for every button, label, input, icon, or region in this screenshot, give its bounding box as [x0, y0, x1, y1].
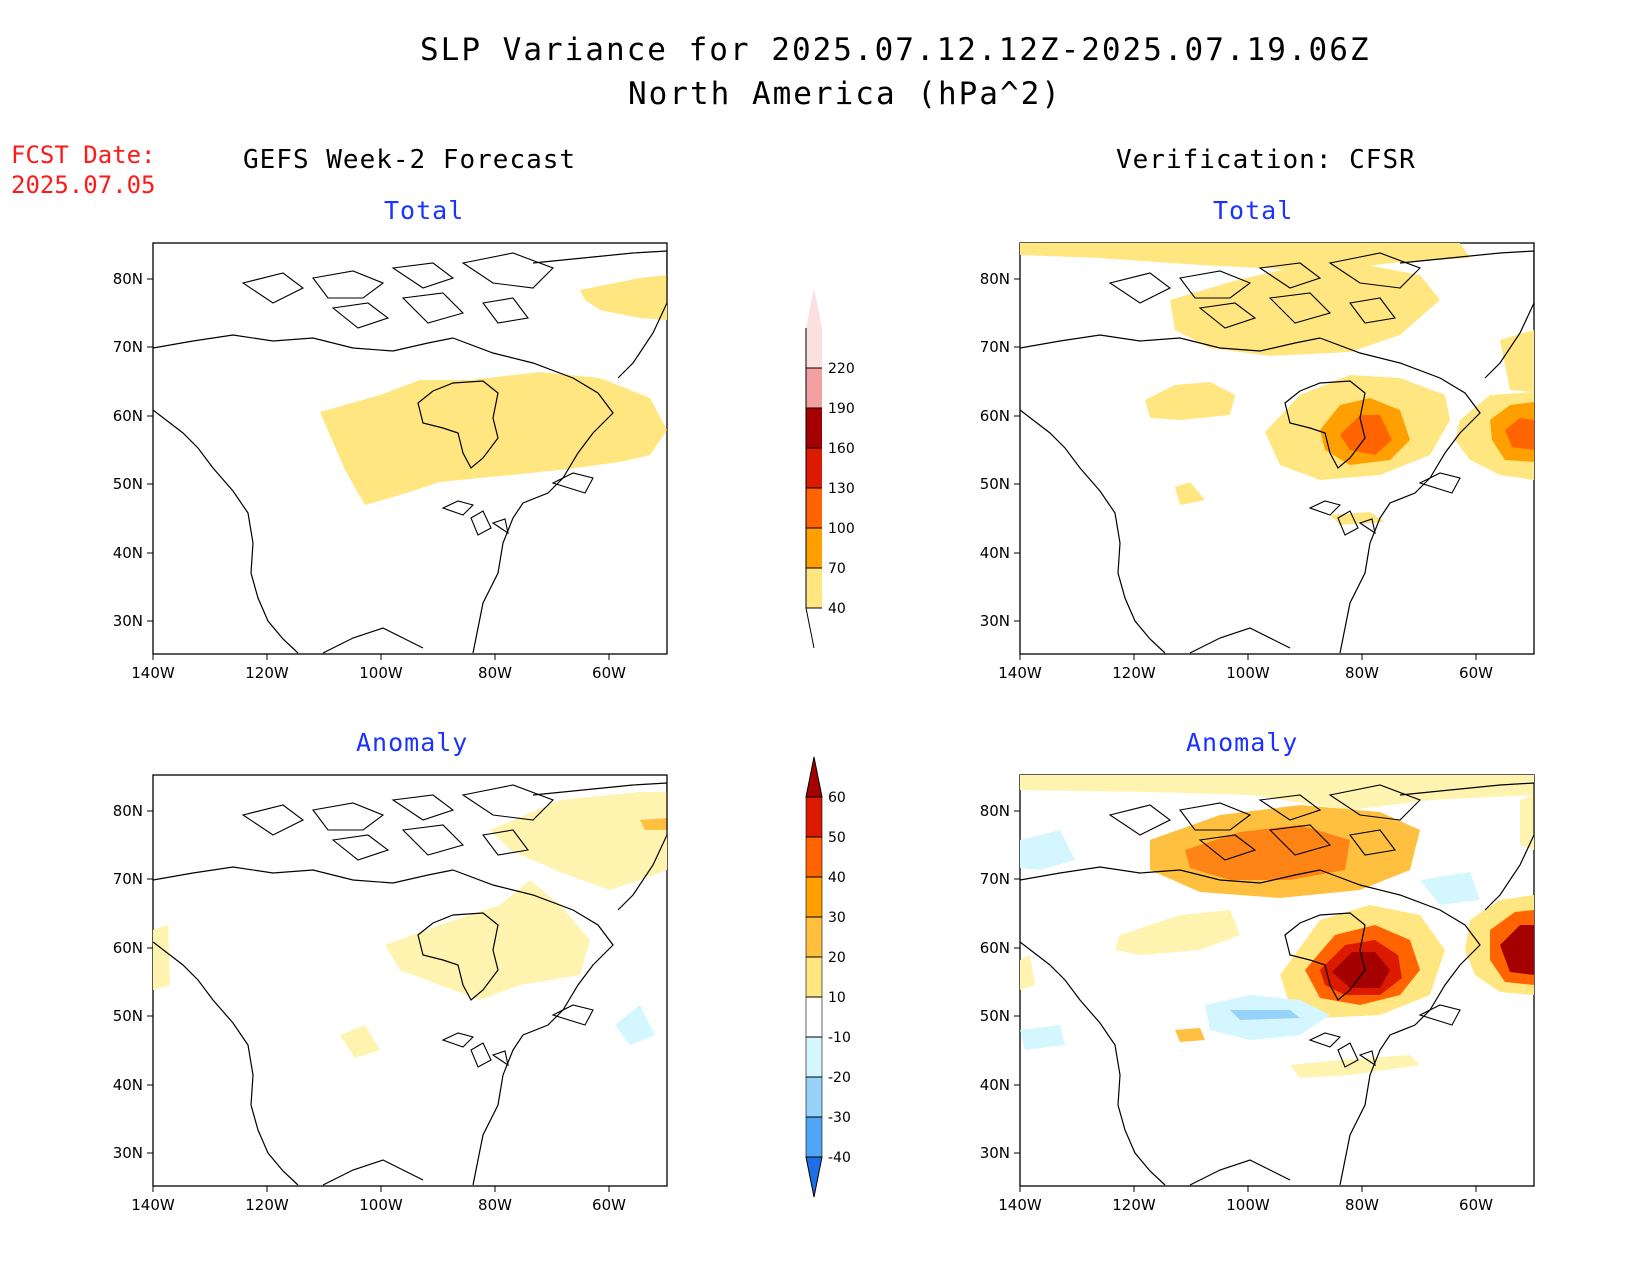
lon-label: 120W: [245, 1196, 289, 1214]
colorbar-total-label: 160: [828, 441, 855, 457]
colorbar-anomaly-bottom-arrow: [805, 1156, 823, 1198]
lat-label: 60N: [980, 939, 1010, 957]
lon-label: 140W: [998, 664, 1042, 682]
lat-label: 40N: [113, 544, 143, 562]
colorbar-total-label: 40: [828, 601, 846, 617]
lon-label: 60W: [592, 1196, 626, 1214]
lon-label: 120W: [245, 664, 289, 682]
lon-label: 140W: [998, 1196, 1042, 1214]
lat-label: 70N: [980, 338, 1010, 356]
colorbar-anomaly-segment: [805, 956, 823, 998]
lat-label: 60N: [113, 407, 143, 425]
lon-label: 100W: [359, 664, 403, 682]
colorbar-total-segment: [806, 488, 822, 528]
lat-label: 80N: [980, 802, 1010, 820]
colorbar-anomaly-label: 20: [828, 950, 846, 966]
lat-label: 60N: [113, 939, 143, 957]
lon-label: 100W: [1226, 1196, 1270, 1214]
lat-label: 30N: [113, 1144, 143, 1162]
panel-subtitle-verification-anomaly: Anomaly: [1186, 728, 1299, 757]
lat-label: 30N: [980, 612, 1010, 630]
map-axes: 140W 120W 100W 80W 60W 80N 70N 60N 50N 40N 30N 140W…: [113, 270, 1493, 1214]
colorbar-anomaly-segment: [805, 1076, 823, 1118]
panel-subtitle-forecast-total: Total: [384, 196, 465, 225]
lon-label: 100W: [359, 1196, 403, 1214]
lat-label: 50N: [980, 1007, 1010, 1025]
map-forecast-anomaly: [152, 774, 668, 1187]
colorbar-total-label: 220: [828, 361, 855, 377]
fcst-date-value: 2025.07.05: [11, 171, 156, 199]
colorbar-anomaly-label: -10: [828, 1030, 851, 1046]
column-title-forecast: GEFS Week-2 Forecast: [243, 145, 577, 175]
lat-label: 40N: [980, 1076, 1010, 1094]
panel-subtitle-forecast-anomaly: Anomaly: [356, 728, 469, 757]
colorbar-total-segment: [806, 328, 822, 368]
lat-label: 30N: [980, 1144, 1010, 1162]
colorbar-total: 220 190 160 130 100 70 40: [805, 288, 855, 649]
colorbar-anomaly-label: 40: [828, 870, 846, 886]
colorbar-total-bottom-arrow: [805, 607, 815, 649]
lon-label: 80W: [1345, 1196, 1379, 1214]
lon-label: 120W: [1112, 664, 1156, 682]
lat-label: 50N: [980, 475, 1010, 493]
colorbar-anomaly-segment: [805, 1036, 823, 1078]
fcst-date-label: FCST Date:: [11, 141, 156, 169]
lon-label: 140W: [131, 1196, 175, 1214]
lon-label: 100W: [1226, 664, 1270, 682]
colorbar-total-label: 190: [828, 401, 855, 417]
lat-label: 40N: [980, 544, 1010, 562]
lon-label: 80W: [478, 664, 512, 682]
lat-label: 50N: [113, 475, 143, 493]
colorbar-anomaly-label: 50: [828, 830, 846, 846]
colorbar-anomaly-segment: [805, 916, 823, 958]
lon-label: 80W: [478, 1196, 512, 1214]
lat-label: 70N: [980, 870, 1010, 888]
lat-label: 80N: [113, 802, 143, 820]
main-title: SLP Variance for 2025.07.12.12Z-2025.07.…: [420, 32, 1371, 68]
colorbar-total-segment: [806, 368, 822, 408]
lat-label: 80N: [113, 270, 143, 288]
lon-label: 60W: [1459, 1196, 1493, 1214]
colorbar-total-label: 130: [828, 481, 855, 497]
colorbar-total-label: 100: [828, 521, 855, 537]
lon-label: 60W: [592, 664, 626, 682]
colorbar-anomaly-segment: [805, 996, 823, 1038]
colorbar-total-segment: [806, 568, 822, 608]
colorbar-anomaly-label: 10: [828, 990, 846, 1006]
colorbar-anomaly-segment: [805, 876, 823, 918]
colorbar-anomaly-label: 30: [828, 910, 846, 926]
lat-label: 60N: [980, 407, 1010, 425]
colorbar-total-segment: [806, 528, 822, 568]
colorbar-anomaly-top-arrow: [805, 756, 823, 798]
map-verification-total: [1019, 242, 1535, 655]
colorbar-total-segment: [806, 408, 822, 448]
map-verification-anomaly: [1019, 774, 1535, 1187]
colorbar-anomaly-label: -20: [828, 1070, 851, 1086]
main-subtitle: North America (hPa^2): [628, 76, 1062, 112]
lon-label: 120W: [1112, 1196, 1156, 1214]
lat-label: 40N: [113, 1076, 143, 1094]
lat-label: 50N: [113, 1007, 143, 1025]
colorbar-anomaly-label: -30: [828, 1110, 851, 1126]
colorbar-anomaly-segment: [805, 836, 823, 878]
lon-label: 60W: [1459, 664, 1493, 682]
colorbar-anomaly-label: 60: [828, 790, 846, 806]
panel-subtitle-verification-total: Total: [1213, 196, 1294, 225]
lat-label: 70N: [113, 870, 143, 888]
lon-label: 140W: [131, 664, 175, 682]
map-forecast-total: [152, 242, 668, 655]
lat-label: 70N: [113, 338, 143, 356]
colorbar-total-label: 70: [828, 561, 846, 577]
colorbar-anomaly: 60 50 40 30 20 10 -10 -20 -30 -40: [805, 756, 851, 1198]
colorbar-total-top-arrow: [806, 288, 822, 328]
column-title-verification: Verification: CFSR: [1116, 145, 1416, 175]
lon-label: 80W: [1345, 664, 1379, 682]
colorbar-anomaly-label: -40: [828, 1150, 851, 1166]
colorbar-anomaly-segment: [805, 796, 823, 838]
lat-label: 80N: [980, 270, 1010, 288]
colorbar-total-segment: [806, 448, 822, 488]
lat-label: 30N: [113, 612, 143, 630]
colorbar-anomaly-segment: [805, 1116, 823, 1158]
